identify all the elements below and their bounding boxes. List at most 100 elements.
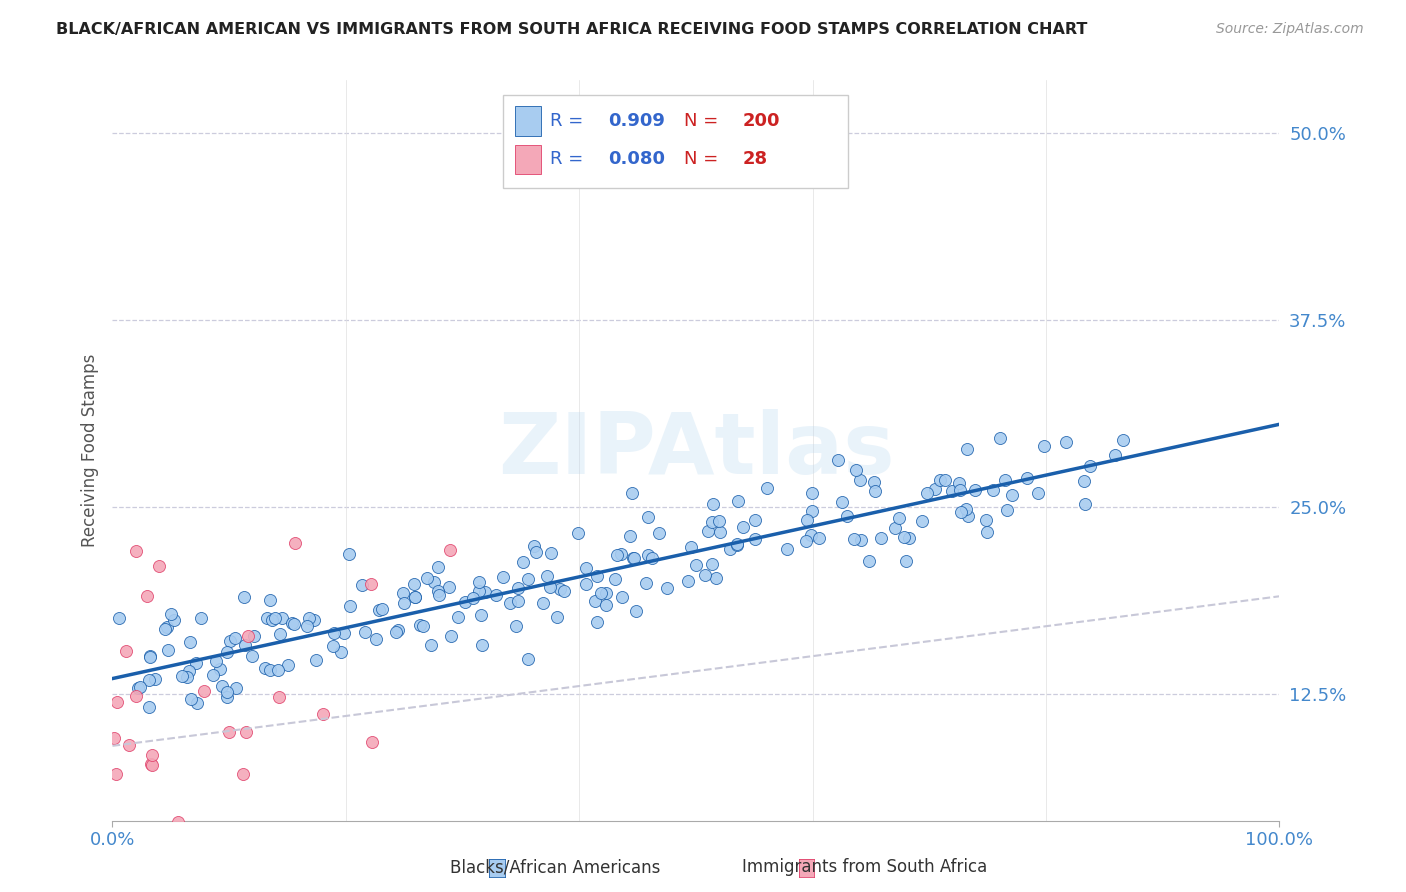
Point (801, 486, 824, 500)
Point (512, 555, 534, 569)
Point (776, 541, 799, 556)
Point (849, 533, 872, 548)
Point (447, 610, 470, 624)
Point (337, 547, 360, 561)
Point (524, 544, 547, 558)
Point (499, 596, 522, 610)
Point (439, 542, 461, 557)
Point (506, 581, 529, 595)
Point (974, 513, 997, 527)
Point (426, 584, 449, 599)
Point (361, 735, 384, 749)
Point (801, 504, 824, 518)
Point (125, 689, 148, 703)
Point (505, 619, 527, 633)
Point (700, 557, 723, 571)
Point (366, 632, 388, 646)
Point (733, 520, 755, 534)
Point (224, 631, 246, 645)
Point (575, 561, 598, 575)
Point (156, 620, 179, 634)
Point (129, 680, 152, 694)
Point (744, 513, 766, 527)
Point (863, 484, 886, 499)
Point (1112, 434, 1135, 448)
Point (298, 611, 321, 625)
Point (180, 691, 202, 706)
Bar (515, 145, 541, 174)
Point (470, 608, 492, 623)
Point (702, 497, 724, 511)
Point (141, 747, 163, 762)
Point (354, 624, 377, 639)
Point (235, 725, 257, 739)
Point (725, 537, 748, 551)
Point (277, 658, 299, 673)
Point (177, 664, 200, 678)
Point (190, 611, 212, 625)
Point (105, 766, 128, 780)
Point (831, 494, 853, 508)
Point (994, 473, 1017, 487)
Point (219, 633, 242, 648)
Point (170, 669, 193, 683)
Point (641, 551, 664, 566)
Point (583, 594, 606, 608)
Point (280, 615, 302, 630)
Point (595, 585, 617, 599)
Point (707, 514, 730, 528)
Point (233, 590, 256, 604)
Point (965, 483, 987, 497)
Text: BLACK/AFRICAN AMERICAN VS IMMIGRANTS FROM SOUTH AFRICA RECEIVING FOOD STAMPS COR: BLACK/AFRICAN AMERICAN VS IMMIGRANTS FRO… (56, 22, 1088, 37)
Point (955, 501, 977, 516)
Text: Blacks/African Americans: Blacks/African Americans (450, 858, 661, 876)
Point (105, 695, 128, 709)
Y-axis label: Receiving Food Stamps: Receiving Food Stamps (80, 354, 98, 547)
Point (948, 476, 970, 491)
Point (610, 547, 633, 561)
Point (295, 619, 318, 633)
Point (655, 581, 678, 595)
Point (887, 510, 910, 524)
Point (242, 649, 264, 664)
Point (574, 577, 596, 591)
Point (929, 473, 952, 487)
Point (269, 627, 291, 641)
Point (191, 821, 214, 835)
Point (915, 485, 938, 500)
Point (610, 590, 633, 604)
Point (139, 756, 162, 771)
Point (538, 580, 561, 594)
Point (709, 525, 731, 540)
Point (949, 483, 972, 497)
Point (637, 548, 659, 562)
Point (218, 724, 240, 739)
Point (233, 638, 256, 652)
Point (586, 615, 609, 629)
Point (835, 508, 858, 523)
Point (267, 663, 290, 677)
Point (312, 707, 335, 722)
Point (163, 613, 186, 627)
Point (546, 610, 568, 624)
Point (427, 559, 450, 574)
Text: N =: N = (685, 112, 724, 130)
Point (623, 551, 645, 566)
Point (1073, 474, 1095, 488)
Point (647, 526, 669, 541)
Point (262, 613, 284, 627)
Point (893, 530, 915, 544)
Point (896, 554, 918, 568)
Point (634, 576, 657, 591)
Point (706, 571, 728, 585)
Point (350, 578, 373, 592)
Point (508, 594, 530, 608)
Point (271, 610, 294, 624)
Point (333, 626, 356, 640)
Point (976, 524, 998, 539)
Point (179, 634, 201, 648)
Point (463, 591, 485, 606)
Point (141, 757, 163, 772)
Text: Source: ZipAtlas.com: Source: ZipAtlas.com (1216, 22, 1364, 37)
Point (827, 453, 849, 467)
